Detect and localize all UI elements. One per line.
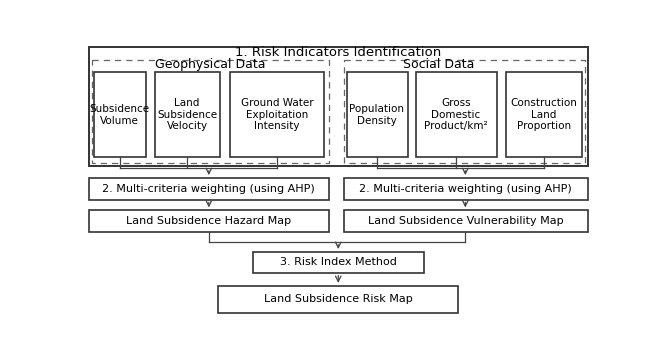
Text: Gross
Domestic
Product/km²: Gross Domestic Product/km² [424, 98, 488, 131]
Bar [344, 178, 588, 199]
Text: Geophysical Data: Geophysical Data [155, 58, 265, 71]
Text: 1. Risk Indicators Identification: 1. Risk Indicators Identification [235, 46, 442, 59]
Bar [88, 47, 588, 166]
Bar [88, 210, 329, 232]
Text: Land Subsidence Vulnerability Map: Land Subsidence Vulnerability Map [368, 216, 563, 226]
Bar [506, 72, 581, 157]
Bar [344, 210, 588, 232]
Text: 2. Multi-criteria weighting (using AHP): 2. Multi-criteria weighting (using AHP) [102, 184, 315, 194]
Text: Construction
Land
Proportion: Construction Land Proportion [510, 98, 577, 131]
Text: Subsidence
Volume: Subsidence Volume [90, 104, 150, 126]
Bar [92, 60, 329, 163]
Bar [154, 72, 220, 157]
Text: 3. Risk Index Method: 3. Risk Index Method [280, 257, 397, 267]
Bar [94, 72, 146, 157]
Bar [230, 72, 324, 157]
Bar [88, 178, 329, 199]
Text: Land Subsidence Risk Map: Land Subsidence Risk Map [264, 294, 412, 304]
Bar [218, 286, 459, 313]
Text: Land Subsidence Hazard Map: Land Subsidence Hazard Map [126, 216, 291, 226]
Text: Social Data: Social Data [403, 58, 475, 71]
Bar [346, 72, 408, 157]
Text: 2. Multi-criteria weighting (using AHP): 2. Multi-criteria weighting (using AHP) [359, 184, 572, 194]
Text: Land
Subsidence
Velocity: Land Subsidence Velocity [157, 98, 217, 131]
Bar [253, 252, 424, 273]
Text: Ground Water
Exploitation
Intensity: Ground Water Exploitation Intensity [241, 98, 314, 131]
Bar [416, 72, 497, 157]
Bar [344, 60, 585, 163]
Text: Population
Density: Population Density [350, 104, 405, 126]
